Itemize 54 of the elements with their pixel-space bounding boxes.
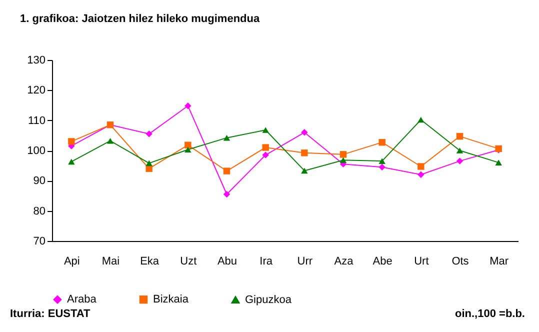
chart-title: 1. grafikoa: Jaiotzen hilez hileko mugimendua <box>20 13 260 25</box>
point <box>184 102 192 110</box>
x-tick-label: Ira <box>260 256 274 268</box>
y-tick-label: 130 <box>27 54 46 66</box>
point <box>418 116 424 123</box>
point <box>223 134 230 141</box>
legend-label: Araba <box>67 294 98 306</box>
y-tick-label: 80 <box>33 205 46 218</box>
x-tick-label: Api <box>64 256 80 268</box>
y-tick-label: 90 <box>33 175 46 188</box>
point <box>68 158 75 165</box>
point <box>146 160 152 166</box>
text: oin.,100 =b.b. <box>455 308 525 320</box>
x-tick-label: Uzt <box>180 256 197 268</box>
point <box>184 142 192 148</box>
x-tick-label: Abe <box>372 256 392 268</box>
x-tick-label: Urr <box>297 256 313 268</box>
point <box>340 157 347 164</box>
legend-label: Gipuzkoa <box>245 294 292 306</box>
point <box>301 129 308 136</box>
point <box>418 171 424 178</box>
point <box>495 160 502 166</box>
point <box>223 168 230 174</box>
x-tick-label: Ots <box>452 256 470 268</box>
point <box>456 132 464 140</box>
x-tick-label: Mar <box>490 256 509 268</box>
point <box>106 138 114 144</box>
point <box>378 164 386 170</box>
x-tick-label: Urt <box>414 256 429 268</box>
y-tick-label: 110 <box>28 114 46 127</box>
point <box>418 163 424 170</box>
x-tick-label: Mai <box>102 256 120 268</box>
x-tick-label: Abu <box>217 256 238 268</box>
y-tick-label: 120 <box>27 84 46 97</box>
point <box>223 190 230 198</box>
text: Iturria: EUSTAT <box>10 308 90 320</box>
point <box>378 139 386 146</box>
point <box>262 144 269 151</box>
point <box>456 148 464 154</box>
point <box>301 150 308 156</box>
point <box>301 168 308 174</box>
point <box>184 146 192 152</box>
x-tick-label: Aza <box>334 256 354 268</box>
point <box>378 158 386 164</box>
point <box>340 151 347 158</box>
point <box>146 130 152 138</box>
x-tick-label: Eka <box>140 256 160 268</box>
point <box>68 138 75 145</box>
y-tick-label: 70 <box>33 236 46 248</box>
point <box>262 127 269 133</box>
legend-label: Bizkaia <box>153 294 190 306</box>
y-tick-label: 100 <box>27 145 46 157</box>
point <box>456 158 464 164</box>
point <box>262 152 269 158</box>
